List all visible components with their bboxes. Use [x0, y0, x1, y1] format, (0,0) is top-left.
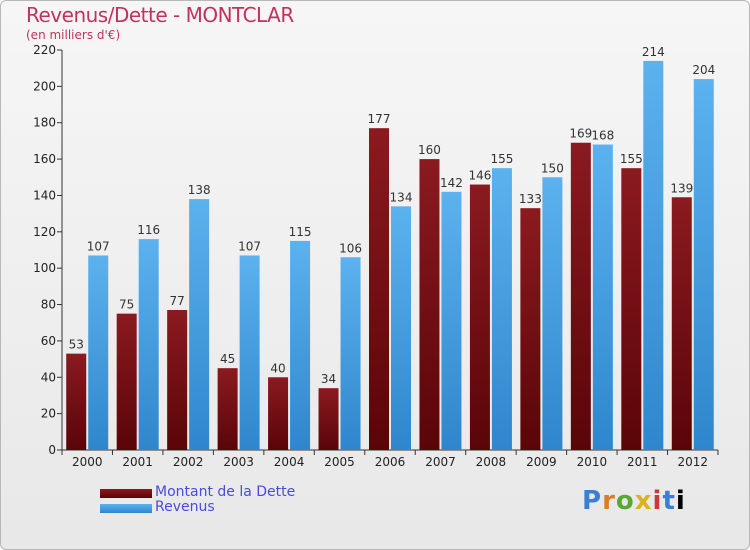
bar-revenus	[239, 255, 260, 450]
y-tick-label: 80	[41, 298, 56, 312]
x-tick-label: 2003	[223, 455, 254, 469]
y-tick-label: 100	[33, 261, 56, 275]
bar-dette	[268, 377, 289, 450]
data-label-revenus: 150	[541, 161, 564, 175]
y-tick-label: 20	[41, 407, 56, 421]
x-tick-label: 2008	[476, 455, 507, 469]
x-tick-label: 2005	[324, 455, 355, 469]
x-tick-label: 2010	[577, 455, 608, 469]
data-label-dette: 177	[368, 112, 391, 126]
bar-revenus	[189, 199, 210, 450]
bar-revenus	[340, 257, 361, 450]
bar-revenus	[592, 144, 613, 450]
bar-revenus	[542, 177, 563, 451]
y-tick-label: 180	[33, 116, 56, 130]
x-tick-label: 2000	[72, 455, 103, 469]
data-label-dette: 75	[119, 298, 134, 312]
bar-dette	[570, 142, 591, 450]
data-label-revenus: 138	[188, 183, 211, 197]
x-tick-label: 2001	[122, 455, 153, 469]
x-tick-label: 2002	[173, 455, 204, 469]
data-label-revenus: 142	[440, 176, 463, 190]
data-label-dette: 53	[69, 338, 84, 352]
data-label-dette: 40	[270, 361, 285, 375]
data-label-dette: 155	[620, 152, 643, 166]
data-label-revenus: 134	[390, 190, 413, 204]
y-tick-label: 200	[33, 79, 56, 93]
data-label-revenus: 155	[490, 152, 513, 166]
y-tick-label: 40	[41, 370, 56, 384]
x-tick-label: 2004	[274, 455, 305, 469]
data-label-dette: 146	[468, 169, 491, 183]
bar-revenus	[643, 60, 664, 451]
y-tick-label: 160	[33, 152, 56, 166]
bar-dette	[217, 368, 238, 450]
bar-revenus	[138, 239, 159, 450]
y-tick-label: 60	[41, 334, 56, 348]
data-label-revenus: 168	[591, 129, 614, 143]
x-tick-label: 2007	[425, 455, 456, 469]
data-label-revenus: 106	[339, 241, 362, 255]
bar-revenus	[693, 79, 714, 450]
bar-dette	[318, 388, 339, 450]
bar-revenus	[88, 255, 109, 450]
bar-revenus	[391, 206, 411, 450]
bar-revenus	[441, 191, 462, 450]
legend-label-revenus: Revenus	[155, 499, 215, 515]
x-tick-label: 2011	[627, 455, 658, 469]
x-tick-label: 2012	[677, 455, 708, 469]
bar-dette	[419, 159, 440, 450]
bar-dette	[469, 184, 490, 450]
bar-revenus	[290, 240, 311, 450]
y-tick-label: 0	[48, 443, 56, 457]
chart-subtitle: (en milliers d'€)	[26, 28, 121, 42]
data-label-revenus: 107	[238, 239, 261, 253]
chart-title: Revenus/Dette - MONTCLAR	[26, 3, 294, 27]
data-label-revenus: 214	[642, 45, 665, 59]
bar-dette	[369, 128, 389, 450]
data-label-dette: 34	[321, 372, 336, 386]
data-label-revenus: 116	[137, 223, 160, 237]
data-label-dette: 160	[418, 143, 441, 157]
bar-dette	[66, 353, 87, 450]
data-label-dette: 77	[170, 294, 185, 308]
proxiti-logo: Proxiti	[582, 486, 686, 516]
x-tick-label: 2006	[375, 455, 406, 469]
data-label-dette: 133	[519, 192, 542, 206]
data-label-dette: 139	[670, 181, 693, 195]
bar-revenus	[491, 168, 512, 450]
bar-dette	[520, 208, 541, 450]
legend-swatch-revenus	[100, 504, 152, 513]
y-tick-label: 120	[33, 225, 56, 239]
data-label-dette: 169	[569, 127, 592, 141]
x-tick-label: 2009	[526, 455, 557, 469]
bar-dette	[116, 313, 137, 450]
y-tick-label: 220	[33, 43, 56, 57]
bar-dette	[167, 310, 188, 450]
y-tick-label: 140	[33, 188, 56, 202]
data-label-dette: 45	[220, 352, 235, 366]
bar-dette	[671, 197, 692, 450]
data-label-revenus: 204	[692, 63, 715, 77]
data-label-revenus: 107	[87, 239, 110, 253]
legend-label-dette: Montant de la Dette	[155, 484, 296, 500]
legend-swatch-dette	[100, 489, 152, 498]
bar-dette	[621, 168, 642, 450]
data-label-revenus: 115	[289, 225, 312, 239]
